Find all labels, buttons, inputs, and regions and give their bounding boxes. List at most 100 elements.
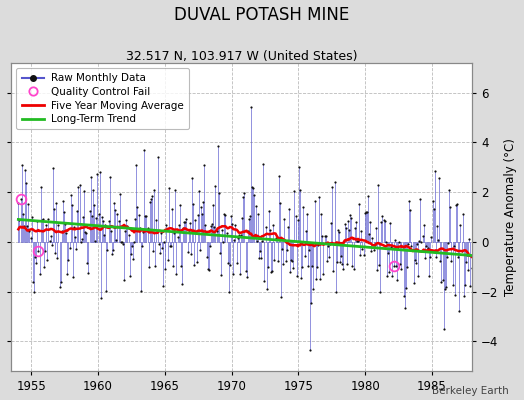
Point <box>462 259 470 266</box>
Point <box>136 225 144 231</box>
Point <box>366 219 375 225</box>
Point <box>146 199 154 205</box>
Point <box>121 228 129 234</box>
Point <box>184 227 193 233</box>
Point <box>73 207 82 214</box>
Point <box>341 220 349 227</box>
Point <box>268 268 277 274</box>
Point <box>399 293 408 300</box>
Point <box>333 258 341 265</box>
Point <box>152 217 161 224</box>
Point <box>438 279 446 286</box>
Point <box>74 184 83 190</box>
Point <box>283 224 292 230</box>
Point <box>457 248 466 254</box>
Point <box>295 164 303 170</box>
Point <box>118 239 126 245</box>
Point <box>307 300 315 306</box>
Point <box>255 254 263 261</box>
Point <box>218 226 226 233</box>
Point <box>105 174 114 180</box>
Point <box>144 224 152 231</box>
Point <box>150 187 158 193</box>
Point <box>22 180 30 186</box>
Point <box>132 162 140 168</box>
Point <box>131 216 139 222</box>
Point <box>452 202 460 208</box>
Point <box>429 198 437 205</box>
Point <box>124 232 133 238</box>
Point <box>192 259 201 265</box>
Point <box>331 178 339 185</box>
Point <box>109 247 117 253</box>
Point <box>444 240 452 246</box>
Point <box>272 235 281 241</box>
Point <box>359 252 368 258</box>
Point <box>219 238 227 245</box>
Point <box>270 257 279 263</box>
Point <box>407 243 416 249</box>
Point <box>61 221 69 227</box>
Point <box>279 261 288 267</box>
Point <box>369 246 378 253</box>
Point <box>370 242 379 248</box>
Point <box>352 218 360 225</box>
Point <box>203 266 212 272</box>
Point <box>325 254 333 260</box>
Point <box>115 191 124 198</box>
Point <box>19 210 27 217</box>
Point <box>75 182 84 188</box>
Point <box>39 216 47 222</box>
Point <box>244 228 252 234</box>
Point <box>52 200 60 207</box>
Point <box>395 238 403 245</box>
Point <box>373 266 381 273</box>
Point <box>88 212 96 219</box>
Point <box>416 196 424 202</box>
Point <box>332 289 340 296</box>
Point <box>353 238 361 244</box>
Point <box>237 232 245 238</box>
Point <box>355 200 363 207</box>
Point <box>151 263 159 269</box>
Point <box>426 254 434 261</box>
Point <box>354 238 362 244</box>
Point <box>318 233 326 239</box>
Point <box>256 248 264 254</box>
Point <box>83 260 92 266</box>
Point <box>310 198 319 205</box>
Point <box>324 243 332 249</box>
Point <box>320 233 329 240</box>
Point <box>296 186 304 193</box>
Point <box>345 226 353 233</box>
Point <box>32 260 40 266</box>
Point <box>418 233 427 239</box>
Point <box>40 264 48 270</box>
Point <box>222 230 231 236</box>
Point <box>246 213 254 220</box>
Point <box>156 249 164 256</box>
Point <box>173 233 182 240</box>
Point <box>103 246 112 253</box>
Point <box>120 276 128 283</box>
Point <box>430 205 438 212</box>
Point <box>154 154 162 160</box>
Point <box>63 271 72 277</box>
Point <box>147 195 155 202</box>
Point <box>30 289 38 295</box>
Point <box>62 230 70 236</box>
Point <box>288 258 297 264</box>
Point <box>388 272 397 279</box>
Point <box>442 284 450 290</box>
Point <box>165 185 173 191</box>
Point <box>72 246 81 252</box>
Point <box>391 262 400 269</box>
Point <box>254 211 262 218</box>
Point <box>377 218 386 225</box>
Point <box>264 264 272 270</box>
Point <box>112 237 121 244</box>
Text: Berkeley Earth: Berkeley Earth <box>432 386 508 396</box>
Point <box>250 192 259 198</box>
Point <box>114 218 123 224</box>
Point <box>51 250 59 257</box>
